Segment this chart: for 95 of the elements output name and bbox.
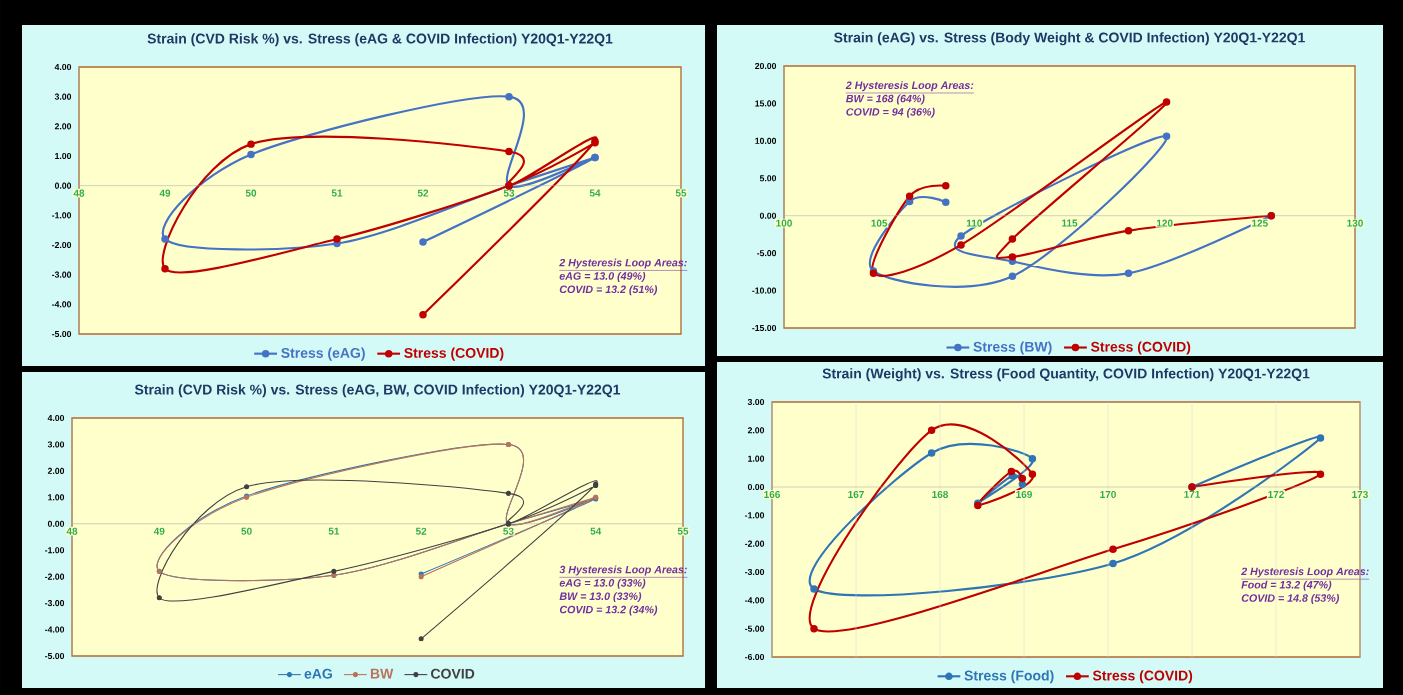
- x-tick-label: 115: [1062, 219, 1078, 227]
- annotation: Food = 13.2 (47%): [1241, 580, 1332, 591]
- x-tick-label: 51: [331, 189, 343, 197]
- y-tick-label: -4.00: [745, 597, 765, 604]
- legend-label: COVID: [431, 668, 475, 679]
- y-tick-label: 3.00: [47, 441, 65, 448]
- annotation: 3 Hysteresis Loop Areas:: [559, 565, 687, 576]
- annotation: eAG = 13.0 (49%): [559, 271, 646, 282]
- y-tick-label: 1.00: [748, 455, 765, 462]
- x-tick-label: 52: [415, 527, 427, 535]
- x-tick-label: 168: [932, 490, 949, 498]
- x-tick-label: 53: [503, 527, 514, 535]
- chart-title: Strain (CVD Risk %) vs. Stress (eAG, BW, COVID Infection) Y20Q1-Y22Q1: [134, 384, 621, 398]
- y-tick-label: 2.00: [54, 123, 72, 130]
- legend-label: Stress (COVID): [1092, 670, 1193, 684]
- annotation: BW = 168 (64%): [846, 94, 925, 105]
- y-tick-label: -3.00: [745, 568, 765, 576]
- legend-label: Stress (COVID): [404, 347, 504, 361]
- x-tick-label: 100: [776, 219, 792, 227]
- annotation: COVID = 13.2 (51%): [559, 285, 658, 296]
- y-tick-label: 20.00: [755, 62, 777, 70]
- x-tick-label: 49: [159, 189, 171, 197]
- x-tick-label: 170: [1100, 490, 1116, 498]
- x-tick-label: 169: [1016, 490, 1032, 498]
- x-tick-label: 172: [1268, 490, 1284, 498]
- y-tick-label: 1.00: [55, 152, 72, 160]
- x-tick-label: 54: [590, 527, 602, 535]
- y-tick-label: -1.00: [52, 212, 72, 219]
- x-tick-label: 167: [848, 490, 864, 498]
- x-tick-label: 55: [675, 189, 687, 197]
- x-tick-label: 49: [153, 527, 165, 535]
- x-tick-label: 166: [764, 490, 780, 498]
- annotation: BW = 13.0 (33%): [559, 592, 642, 603]
- y-tick-label: -4.00: [52, 301, 72, 308]
- y-tick-label: 1.00: [48, 494, 65, 501]
- x-tick-label: 171: [1184, 490, 1201, 498]
- annotation: 2 Hysteresis Loop Areas:: [845, 81, 974, 92]
- x-tick-label: 120: [1156, 219, 1173, 227]
- y-tick-label: -1.00: [745, 512, 765, 519]
- legend-label: Stress (BW): [973, 341, 1052, 355]
- annotation: COVID = 14.8 (53%): [1241, 594, 1340, 604]
- y-tick-label: -2.00: [745, 540, 765, 547]
- annotation: eAG = 13.0 (33%): [559, 578, 646, 589]
- y-tick-label: 3.00: [54, 93, 72, 100]
- y-tick-label: -6.00: [745, 653, 765, 661]
- legend-label: eAG: [304, 668, 332, 679]
- y-tick-label: -5.00: [757, 250, 777, 257]
- y-tick-label: 4.00: [54, 63, 72, 71]
- x-tick-label: 48: [66, 527, 78, 535]
- x-tick-label: 55: [677, 527, 689, 535]
- annotation: 2 Hysteresis Loop Areas:: [559, 258, 687, 269]
- y-tick-label: 2.00: [747, 427, 765, 434]
- legend-label: Stress (eAG): [281, 347, 365, 361]
- y-tick-label: -15.00: [752, 324, 777, 332]
- y-tick-label: 0.00: [54, 182, 72, 189]
- y-tick-label: -3.00: [45, 600, 65, 607]
- y-tick-label: -5.00: [745, 625, 765, 632]
- y-tick-label: 15.00: [755, 100, 777, 107]
- x-tick-label: 130: [1347, 219, 1363, 227]
- y-tick-label: 3.00: [747, 398, 765, 406]
- annotation: COVID = 94 (36%): [846, 107, 935, 118]
- x-tick-label: 50: [241, 527, 252, 535]
- y-tick-label: -2.00: [52, 241, 72, 249]
- y-tick-label: -2.00: [45, 573, 65, 580]
- chart-title: Strain (eAG) vs. Stress (Body Weight & COVID Infection) Y20Q1-Y22Q1: [834, 32, 1305, 46]
- y-tick-label: -5.00: [52, 330, 72, 338]
- legend-label: Stress (Food): [964, 670, 1054, 684]
- legend-label: BW: [370, 668, 394, 679]
- x-tick-label: 105: [871, 219, 888, 227]
- annotation: 2 Hysteresis Loop Areas:: [1241, 567, 1369, 578]
- y-tick-label: 0.00: [759, 212, 777, 219]
- chart-title: Strain (CVD Risk %) vs. Stress (eAG & COVID Infection) Y20Q1-Y22Q1: [147, 33, 613, 47]
- annotation: COVID = 13.2 (34%): [559, 605, 658, 616]
- y-tick-label: -4.00: [45, 626, 65, 633]
- legend-label: Stress (COVID): [1090, 341, 1191, 355]
- x-tick-label: 173: [1352, 490, 1368, 498]
- y-tick-label: -1.00: [45, 547, 65, 554]
- y-tick-label: 4.00: [47, 414, 65, 422]
- y-tick-label: 0.00: [747, 483, 765, 491]
- y-tick-label: 0.00: [47, 520, 65, 527]
- x-tick-label: 54: [589, 189, 601, 197]
- x-tick-label: 125: [1252, 219, 1268, 227]
- y-tick-label: -5.00: [45, 652, 65, 660]
- x-tick-label: 52: [417, 189, 429, 197]
- x-tick-label: 53: [503, 189, 515, 197]
- y-tick-label: -10.00: [752, 287, 777, 294]
- y-tick-label: 5.00: [759, 175, 777, 182]
- y-tick-label: 10.00: [755, 137, 777, 144]
- chart-title: Strain (Weight) vs. Stress (Food Quantity, COVID Infection) Y20Q1-Y22Q1: [822, 368, 1310, 382]
- y-tick-label: 2.00: [47, 467, 65, 474]
- x-tick-label: 51: [328, 527, 340, 535]
- y-tick-label: -3.00: [52, 271, 72, 278]
- x-tick-label: 50: [245, 189, 257, 197]
- x-tick-label: 110: [966, 219, 982, 227]
- x-tick-label: 48: [73, 189, 85, 197]
